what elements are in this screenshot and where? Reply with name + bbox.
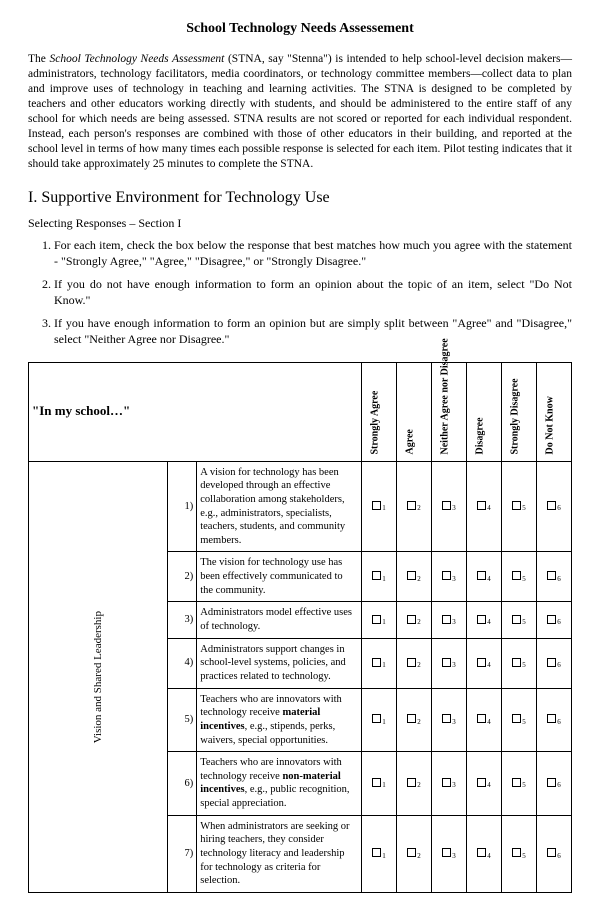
instruction-item: If you do not have enough information to… (54, 277, 572, 308)
item-number: 5) (168, 688, 197, 752)
response-cell[interactable]: 3 (432, 552, 467, 602)
response-cell[interactable]: 2 (397, 552, 432, 602)
section-heading: I. Supportive Environment for Technology… (28, 188, 572, 209)
response-cell[interactable]: 5 (502, 461, 537, 552)
response-cell[interactable]: 5 (502, 688, 537, 752)
response-cell[interactable]: 4 (467, 552, 502, 602)
response-cell[interactable]: 3 (432, 752, 467, 816)
col-header: Disagree (467, 362, 502, 461)
response-cell[interactable]: 2 (397, 638, 432, 688)
response-cell[interactable]: 4 (467, 815, 502, 892)
item-text: A vision for technology has been develop… (197, 461, 362, 552)
instruction-item: If you have enough information to form a… (54, 316, 572, 347)
col-header: Do Not Know (537, 362, 572, 461)
col-header: Strongly Disagree (502, 362, 537, 461)
response-cell[interactable]: 5 (502, 552, 537, 602)
survey-table: "In my school…" Strongly Agree Agree Nei… (28, 362, 572, 893)
section-subheading: Selecting Responses – Section I (28, 216, 572, 232)
item-text: Administrators model effective uses of t… (197, 602, 362, 638)
response-cell[interactable]: 1 (362, 602, 397, 638)
response-cell[interactable]: 1 (362, 461, 397, 552)
response-cell[interactable]: 5 (502, 815, 537, 892)
item-number: 2) (168, 552, 197, 602)
response-cell[interactable]: 1 (362, 752, 397, 816)
response-cell[interactable]: 6 (537, 552, 572, 602)
response-cell[interactable]: 1 (362, 638, 397, 688)
stem-header: "In my school…" (29, 362, 362, 461)
response-cell[interactable]: 6 (537, 638, 572, 688)
item-number: 1) (168, 461, 197, 552)
item-number: 6) (168, 752, 197, 816)
response-cell[interactable]: 2 (397, 688, 432, 752)
response-cell[interactable]: 2 (397, 602, 432, 638)
response-cell[interactable]: 2 (397, 461, 432, 552)
item-number: 7) (168, 815, 197, 892)
page-title: School Technology Needs Assessement (28, 20, 572, 38)
response-cell[interactable]: 3 (432, 602, 467, 638)
col-header: Agree (397, 362, 432, 461)
col-header: Strongly Agree (362, 362, 397, 461)
response-cell[interactable]: 1 (362, 552, 397, 602)
response-cell[interactable]: 6 (537, 688, 572, 752)
response-cell[interactable]: 4 (467, 688, 502, 752)
response-cell[interactable]: 2 (397, 815, 432, 892)
item-text: Administrators support changes in school… (197, 638, 362, 688)
response-cell[interactable]: 6 (537, 461, 572, 552)
item-text: Teachers who are innovators with technol… (197, 752, 362, 816)
item-text: The vision for technology use has been e… (197, 552, 362, 602)
item-row: Vision and Shared Leadership1)A vision f… (29, 461, 572, 552)
item-number: 3) (168, 602, 197, 638)
instructions-list: For each item, check the box below the r… (28, 238, 572, 348)
response-cell[interactable]: 5 (502, 752, 537, 816)
response-cell[interactable]: 3 (432, 688, 467, 752)
header-row: "In my school…" Strongly Agree Agree Nei… (29, 362, 572, 461)
intro-paragraph: The School Technology Needs Assessment (… (28, 52, 572, 172)
col-header: Neither Agree nor Disagree (432, 362, 467, 461)
response-cell[interactable]: 6 (537, 752, 572, 816)
intro-rest: (STNA, say "Stenna") is intended to help… (28, 53, 572, 170)
item-number: 4) (168, 638, 197, 688)
response-cell[interactable]: 6 (537, 815, 572, 892)
item-text: Teachers who are innovators with technol… (197, 688, 362, 752)
response-cell[interactable]: 5 (502, 638, 537, 688)
instruction-item: For each item, check the box below the r… (54, 238, 572, 269)
intro-italic: School Technology Needs Assessment (49, 53, 224, 65)
response-cell[interactable]: 3 (432, 638, 467, 688)
group-label-cell: Vision and Shared Leadership (29, 461, 168, 892)
response-cell[interactable]: 4 (467, 638, 502, 688)
response-cell[interactable]: 3 (432, 461, 467, 552)
response-cell[interactable]: 2 (397, 752, 432, 816)
response-cell[interactable]: 3 (432, 815, 467, 892)
item-text: When administrators are seeking or hirin… (197, 815, 362, 892)
response-cell[interactable]: 4 (467, 602, 502, 638)
response-cell[interactable]: 5 (502, 602, 537, 638)
intro-prefix: The (28, 53, 49, 65)
response-cell[interactable]: 1 (362, 815, 397, 892)
response-cell[interactable]: 1 (362, 688, 397, 752)
response-cell[interactable]: 6 (537, 602, 572, 638)
response-cell[interactable]: 4 (467, 461, 502, 552)
response-cell[interactable]: 4 (467, 752, 502, 816)
